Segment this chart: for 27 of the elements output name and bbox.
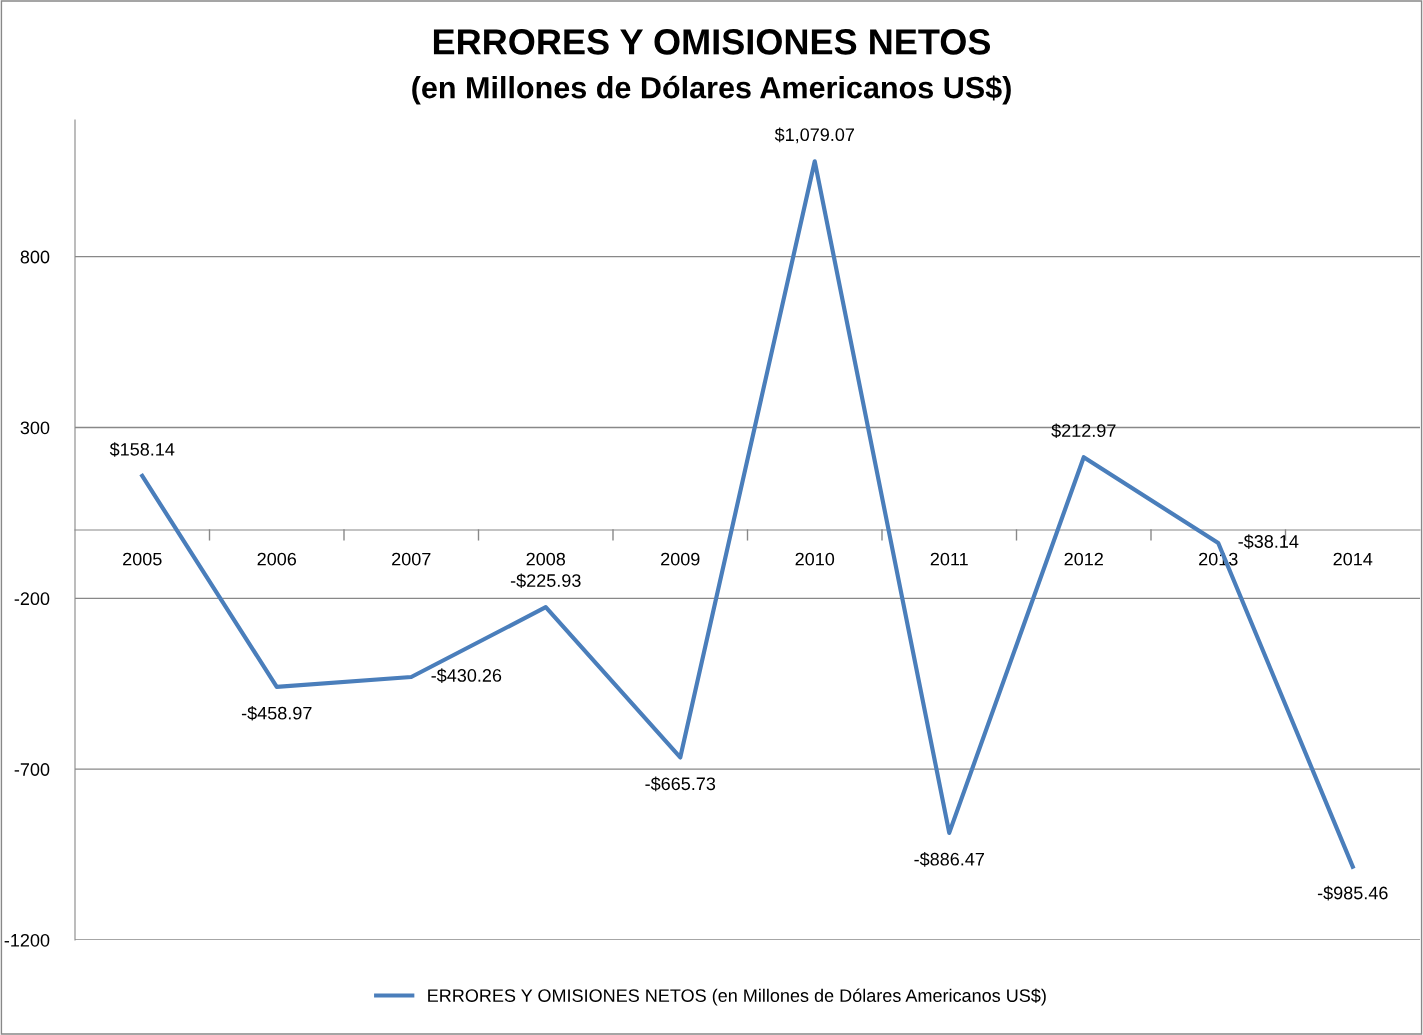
data-label: $212.97 bbox=[1051, 423, 1116, 439]
data-label: $1,079.07 bbox=[774, 127, 855, 144]
data-label: -$886.47 bbox=[914, 852, 984, 867]
x-tick-label: 2011 bbox=[930, 552, 968, 566]
y-tick-label: -1200 bbox=[4, 933, 50, 947]
x-tick-label: 2012 bbox=[1064, 552, 1103, 566]
y-tick-label: -200 bbox=[14, 592, 50, 606]
data-label: -$985.46 bbox=[1317, 885, 1388, 901]
x-tick-label: 2014 bbox=[1333, 552, 1373, 566]
y-tick-label: -700 bbox=[14, 763, 50, 776]
chart-subtitle: (en Millones de Dólares Americanos US$) bbox=[412, 75, 1011, 105]
data-label: $158.14 bbox=[109, 442, 175, 457]
x-tick-label: 2005 bbox=[123, 552, 162, 566]
data-label: -$665.73 bbox=[645, 776, 716, 792]
data-label: -$38.14 bbox=[1238, 534, 1299, 549]
chart-title: ERRORES Y OMISIONES NETOS bbox=[433, 29, 991, 55]
data-label: -$458.97 bbox=[241, 705, 312, 721]
x-tick-label: 2008 bbox=[526, 552, 566, 566]
x-tick-label: 2010 bbox=[795, 552, 835, 566]
data-label: -$430.26 bbox=[431, 668, 502, 683]
y-tick-label: 800 bbox=[20, 250, 50, 264]
x-tick-label: 2006 bbox=[257, 552, 297, 566]
x-tick-label: 2009 bbox=[661, 552, 700, 566]
legend-label: ERRORES Y OMISIONES NETOS (en Millones de Dólares Americanos US$) bbox=[428, 988, 1046, 1006]
y-tick-label: 300 bbox=[20, 421, 50, 435]
data-label: -$225.93 bbox=[510, 573, 581, 589]
x-tick-label: 2007 bbox=[392, 552, 431, 566]
